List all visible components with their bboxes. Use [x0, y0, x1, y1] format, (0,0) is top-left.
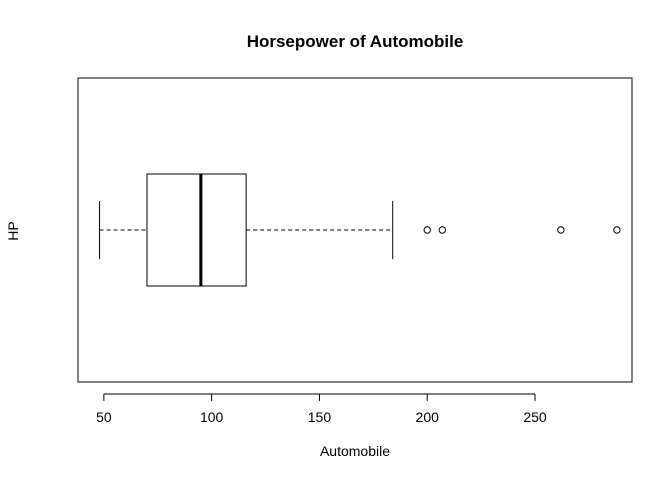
y-axis-label: HP: [5, 221, 21, 240]
iqr-box: [146, 173, 247, 287]
outlier-point: [557, 226, 565, 234]
x-tick-label: 50: [96, 409, 112, 425]
x-tick-label: 150: [308, 409, 332, 425]
plot-area: 50 100 150 200 250: [77, 77, 633, 425]
chart-title: Horsepower of Automobile: [247, 32, 464, 51]
outlier-point: [423, 226, 431, 234]
x-axis-label: Automobile: [320, 443, 390, 459]
x-tick-label: 250: [523, 409, 547, 425]
x-tick-label: 100: [200, 409, 224, 425]
x-tick-label: 200: [416, 409, 440, 425]
outlier-point: [613, 226, 621, 234]
outlier-point: [438, 226, 447, 234]
plot-frame: [77, 77, 633, 383]
